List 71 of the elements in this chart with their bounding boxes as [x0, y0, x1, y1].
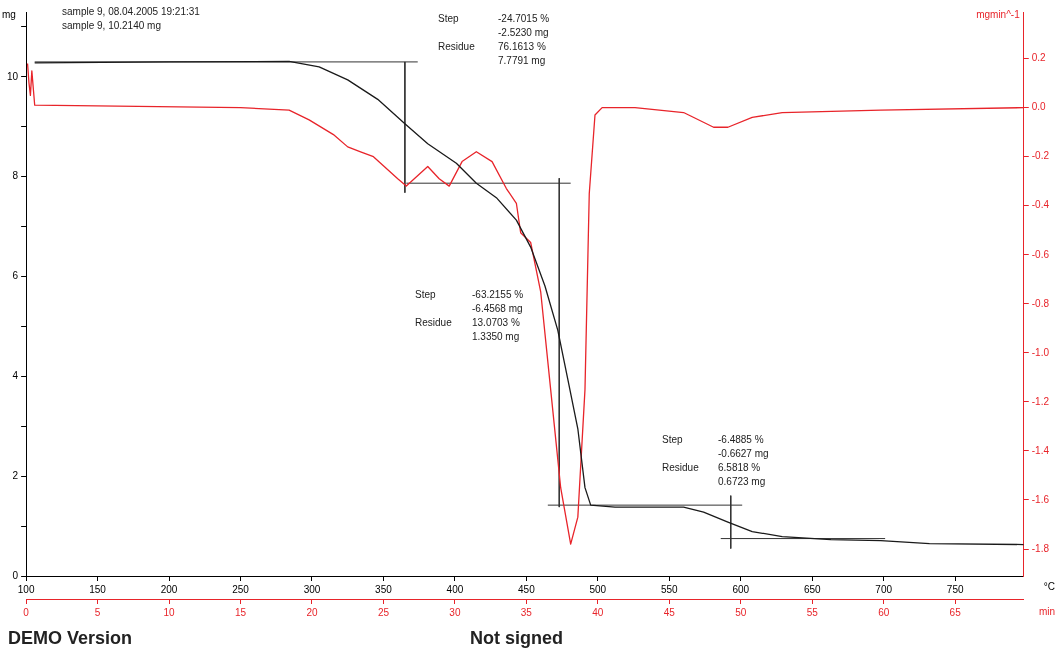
x-tick-label: 700	[875, 583, 893, 595]
x2-tick-label: 10	[163, 606, 176, 618]
y-tick-label: 8	[12, 170, 19, 182]
x2-tick-label: 5	[94, 606, 101, 618]
annotation: sample 9, 10.2140 mg	[62, 20, 161, 31]
x2-tick-label: 20	[306, 606, 318, 618]
y2-tick-label: -1.4	[1031, 444, 1050, 456]
x2-tick-label: 45	[663, 606, 676, 618]
annotation: Step	[662, 434, 683, 445]
annotation: Step	[438, 13, 459, 24]
y2-tick-label: 0.2	[1031, 52, 1047, 64]
annotation: 76.1613 %	[498, 41, 546, 52]
annotation: -24.7015 %	[498, 13, 550, 24]
x-tick-label: 500	[589, 583, 607, 595]
text: DEMO Version	[8, 628, 133, 649]
x2-axis-title: min	[1038, 605, 1055, 617]
annotation: 7.7791 mg	[498, 55, 546, 66]
y2-tick-label: -1.2	[1031, 395, 1050, 407]
annotation: 13.0703 %	[472, 317, 520, 328]
x2-tick-label: 50	[735, 606, 747, 618]
y-tick-label: 4	[12, 370, 19, 382]
x2-tick-label: 40	[592, 606, 604, 618]
x2-tick-label: 55	[806, 606, 819, 618]
annotation: sample 9, 08.04.2005 19:21:31	[62, 6, 200, 17]
x-tick-label: 750	[946, 583, 964, 595]
x-tick-label: 100	[17, 583, 35, 595]
x-tick-label: 600	[732, 583, 750, 595]
x-tick-label: 550	[660, 583, 679, 595]
x2-tick-label: 15	[234, 606, 247, 618]
y2-tick-label: -1.0	[1031, 346, 1050, 358]
annotation: 1.3350 mg	[472, 331, 520, 342]
x2-tick-label: 30	[449, 606, 461, 618]
x-tick-label: 200	[160, 583, 178, 595]
x-tick-label: 150	[89, 583, 107, 595]
y2-tick-label: -1.6	[1031, 493, 1050, 505]
annotation: -0.6627 mg	[718, 448, 769, 459]
y2-tick-label: 0.0	[1031, 101, 1047, 113]
y2-tick-label: -1.8	[1031, 542, 1050, 554]
x-tick-label: 350	[375, 583, 393, 595]
annotation: 6.5818 %	[718, 462, 761, 473]
y-axis-title: mg	[2, 8, 16, 20]
x2-tick-label: 0	[23, 606, 30, 618]
x-tick-label: 400	[446, 583, 464, 595]
x-tick-label: 650	[803, 583, 822, 595]
y2-tick-label: -0.6	[1031, 248, 1050, 260]
x2-tick-label: 60	[878, 606, 890, 618]
x2-tick-label: 65	[949, 606, 962, 618]
annotation: Residue	[662, 462, 699, 473]
y-tick-label: 0	[12, 569, 19, 581]
annotation: -63.2155 %	[472, 289, 524, 300]
y2-tick-label: -0.2	[1031, 150, 1050, 162]
annotation: -6.4568 mg	[472, 303, 523, 314]
y2-tick-label: -0.4	[1031, 199, 1050, 211]
x-axis-title: °C	[1043, 580, 1055, 592]
x-tick-label: 250	[232, 583, 250, 595]
annotation: -2.5230 mg	[498, 27, 549, 38]
y2-tick-label: -0.8	[1031, 297, 1050, 309]
annotation: Step	[415, 289, 436, 300]
y2-axis-title: mgmin^-1	[976, 8, 1021, 20]
y-tick-label: 6	[12, 270, 19, 282]
x2-tick-label: 25	[377, 606, 390, 618]
text: Not signed	[470, 628, 563, 649]
x2-tick-label: 35	[520, 606, 533, 618]
y-tick-label: 10	[7, 70, 19, 82]
annotation: 0.6723 mg	[718, 476, 766, 487]
y-tick-label: 2	[12, 469, 19, 481]
annotation: Residue	[438, 41, 475, 52]
annotation: Residue	[415, 317, 452, 328]
x-tick-label: 300	[303, 583, 321, 595]
annotation: -6.4885 %	[718, 434, 764, 445]
x-tick-label: 450	[518, 583, 536, 595]
